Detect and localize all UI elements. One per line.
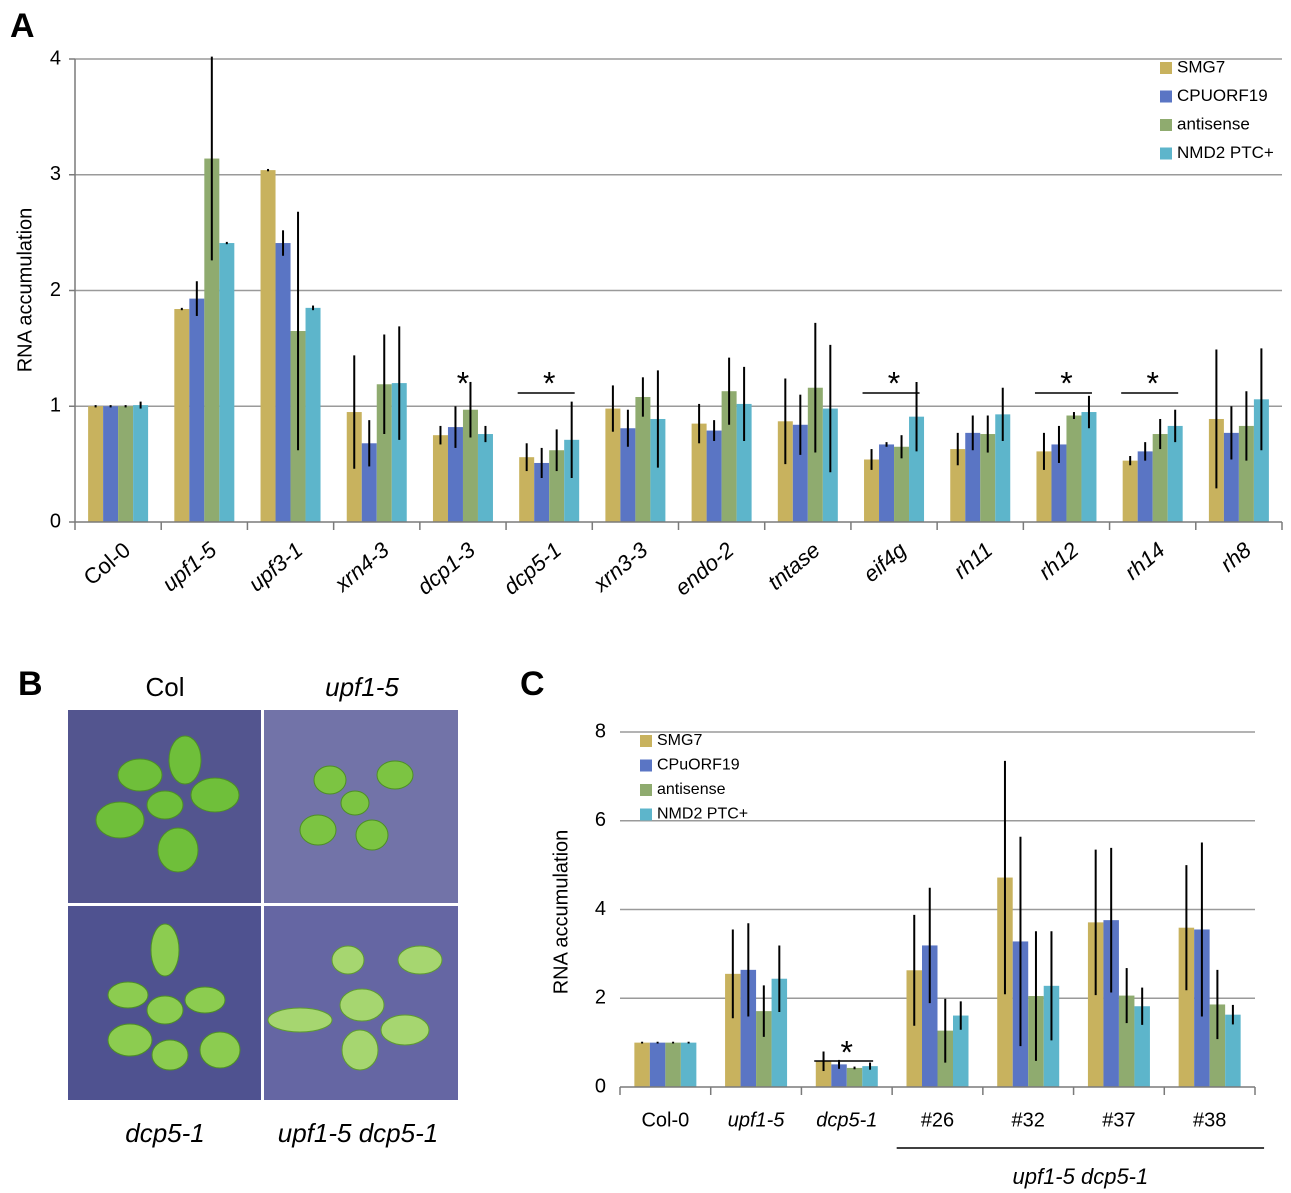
photo-label: Col	[145, 672, 184, 702]
legend-swatch	[1160, 62, 1172, 74]
bar	[707, 431, 722, 522]
x-tick-label: Col-0	[641, 1109, 689, 1131]
x-tick-label: #32	[1012, 1109, 1045, 1131]
significance-mark: *	[457, 365, 469, 401]
x-tick-label: dcp1-3	[412, 537, 480, 600]
bar	[276, 243, 291, 522]
x-tick-label: upf1-5	[157, 537, 221, 597]
legend-label: CPUORF19	[1177, 86, 1268, 105]
bar	[88, 406, 103, 522]
panel-label: B	[18, 665, 43, 703]
x-tick-label: endo-2	[670, 537, 739, 600]
x-tick-label: eif4g	[858, 537, 911, 587]
significance-mark: *	[1146, 365, 1158, 401]
legend-swatch	[640, 784, 652, 796]
legend-label: NMD2 PTC+	[1177, 143, 1274, 162]
bar	[189, 299, 204, 522]
photo-panel	[68, 710, 458, 1100]
panel-label: C	[520, 665, 545, 703]
y-tick-label: 2	[50, 279, 61, 301]
legend-label: CPuORF19	[657, 757, 740, 774]
bar	[306, 308, 321, 522]
x-tick-label: rh8	[1215, 537, 1256, 577]
significance-mark: *	[841, 1034, 853, 1070]
x-tick-label: upf3-1	[244, 537, 308, 596]
x-tick-label: dcp5-1	[816, 1109, 877, 1131]
x-tick-label: rh12	[1034, 537, 1084, 584]
significance-mark: *	[1060, 365, 1072, 401]
photo-label: upf1-5 dcp5-1	[278, 1118, 438, 1148]
bar	[665, 1043, 681, 1087]
bar	[1081, 412, 1096, 522]
bar	[478, 434, 493, 522]
y-tick-label: 6	[595, 809, 606, 831]
y-axis-label: RNA accumulation	[550, 830, 572, 995]
group-label: upf1-5 dcp5-1	[1012, 1164, 1148, 1189]
bar	[650, 1043, 666, 1087]
y-tick-label: 1	[50, 395, 61, 417]
photo-label: upf1-5	[325, 672, 399, 702]
x-tick-label: upf1-5	[728, 1109, 786, 1131]
significance-mark: *	[888, 365, 900, 401]
y-tick-label: 3	[50, 163, 61, 185]
bar	[174, 309, 189, 522]
x-tick-label: #37	[1102, 1109, 1135, 1131]
y-tick-label: 0	[595, 1075, 606, 1097]
figure: A B C Col upf1-5 dcp5-1 upf1-5 dcp5-1 0 1…	[0, 0, 1291, 1193]
legend-swatch	[640, 760, 652, 772]
y-tick-label: 2	[595, 987, 606, 1009]
legend-swatch	[1160, 148, 1172, 160]
legend-swatch	[1160, 119, 1172, 131]
legend-label: antisense	[1177, 114, 1250, 133]
legend-swatch	[640, 809, 652, 821]
y-axis-label: RNA accumulation	[14, 208, 36, 373]
x-tick-label: dcp5-1	[499, 537, 567, 599]
legend-label: NMD2 PTC+	[657, 806, 748, 823]
bar	[681, 1043, 697, 1087]
legend-swatch	[640, 735, 652, 747]
bar	[433, 435, 448, 522]
bar	[261, 170, 276, 522]
legend-label: SMG7	[657, 732, 702, 749]
x-tick-label: rh11	[949, 537, 998, 583]
x-tick-label: Col-0	[79, 537, 135, 590]
legend-swatch	[1160, 91, 1172, 103]
significance-mark: *	[543, 365, 555, 401]
x-tick-label: rh14	[1120, 537, 1170, 584]
y-tick-label: 4	[50, 47, 61, 69]
bar	[847, 1068, 863, 1087]
legend-label: antisense	[657, 781, 726, 798]
photo-label: dcp5-1	[125, 1118, 205, 1148]
bar	[1123, 461, 1138, 522]
x-tick-label: xrn4-3	[329, 537, 394, 597]
bar	[634, 1043, 650, 1087]
bar	[879, 444, 894, 522]
bar	[1138, 451, 1153, 522]
bar	[1225, 1015, 1241, 1087]
y-tick-label: 4	[595, 898, 606, 920]
bar	[133, 405, 148, 522]
bar	[1066, 416, 1081, 522]
panel-label: A	[10, 7, 35, 45]
bar	[219, 243, 234, 522]
x-tick-label: xrn3-3	[588, 537, 653, 597]
legend-label: SMG7	[1177, 57, 1225, 76]
x-tick-label: tntase	[763, 537, 825, 595]
y-tick-label: 0	[50, 510, 61, 532]
bar	[103, 406, 118, 522]
y-tick-label: 8	[595, 720, 606, 742]
bar	[118, 406, 133, 522]
x-tick-label: #26	[921, 1109, 954, 1131]
x-tick-label: #38	[1193, 1109, 1226, 1131]
